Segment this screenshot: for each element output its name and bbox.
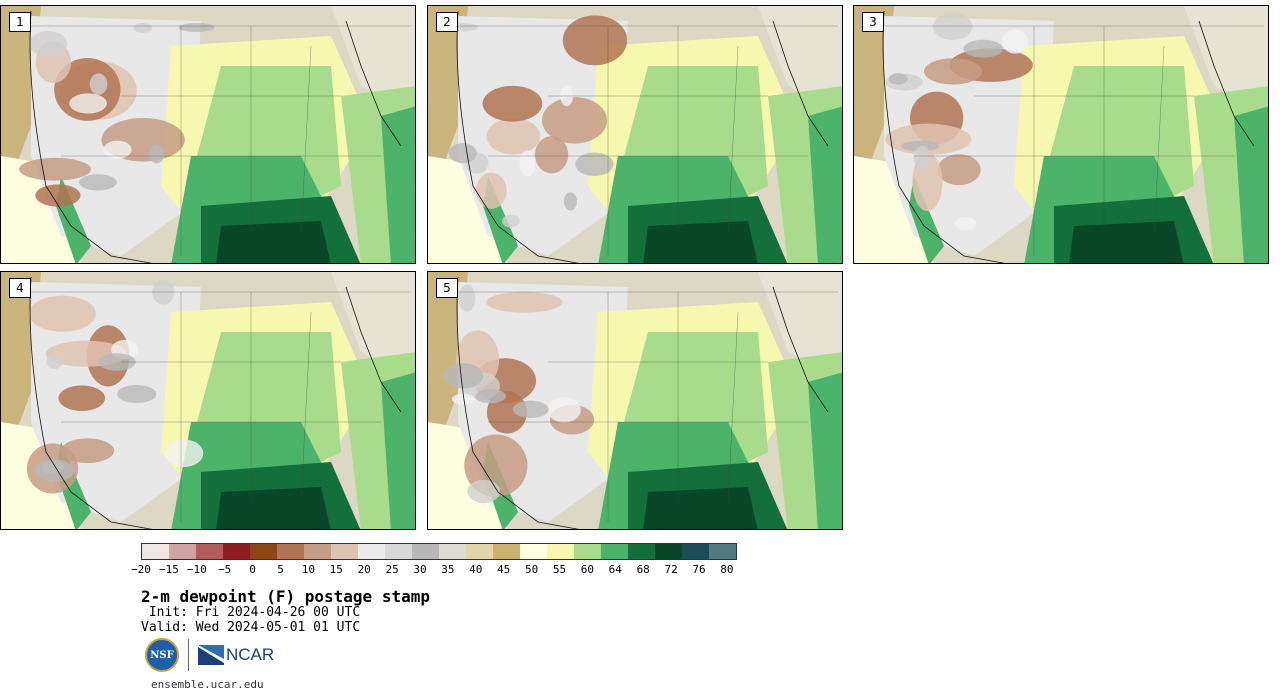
colorbar-swatch: [277, 544, 304, 559]
init-time: Init: Fri 2024-04-26 00 UTC: [141, 605, 361, 620]
map-panel-5[interactable]: 5: [427, 271, 843, 530]
colorbar-tick-label: 60: [580, 563, 595, 576]
colorbar-tick-label: 5: [277, 563, 284, 576]
colorbar-swatch: [196, 544, 223, 559]
colorbar-swatch: [250, 544, 277, 559]
colorbar: [141, 543, 737, 560]
colorbar-tick-label: −5: [218, 563, 232, 576]
map-panel-1[interactable]: 1: [0, 5, 416, 264]
colorbar-tick-label: 25: [385, 563, 399, 576]
colorbar-swatch: [574, 544, 601, 559]
colorbar-swatch: [628, 544, 655, 559]
colorbar-swatch: [439, 544, 466, 559]
colorbar-tick-label: 64: [608, 563, 622, 576]
valid-time: Valid: Wed 2024-05-01 01 UTC: [141, 620, 361, 635]
colorbar-tick-label: 76: [692, 563, 706, 576]
colorbar-tick-label: 72: [664, 563, 678, 576]
colorbar-swatch: [331, 544, 358, 559]
logo-divider: [188, 639, 189, 671]
colorbar-swatch: [466, 544, 493, 559]
map-panel-2[interactable]: 2: [427, 5, 843, 264]
dewpoint-map: [854, 6, 1268, 263]
colorbar-tick-label: 55: [552, 563, 567, 576]
colorbar-swatch: [412, 544, 439, 559]
colorbar-tick-label: 50: [524, 563, 539, 576]
ncar-mark-icon: [198, 645, 224, 665]
colorbar-tick-label: 35: [441, 563, 455, 576]
colorbar-swatch: [682, 544, 709, 559]
member-label: 2: [436, 12, 458, 32]
member-label: 1: [9, 12, 31, 32]
colorbar-ticks: −20 −15 −10 −5 0 5 10 15 20 25 30 35 40 45 50 55 60 64 68 7…: [131, 563, 781, 577]
colorbar-swatch: [304, 544, 331, 559]
colorbar-swatch: [223, 544, 250, 559]
member-label: 3: [862, 12, 884, 32]
colorbar-swatch: [709, 544, 736, 559]
colorbar-tick-label: −15: [158, 563, 179, 576]
colorbar-tick-label: 0: [249, 563, 256, 576]
ncar-logo: NCAR: [198, 645, 274, 665]
nsf-logo-text: NSF: [150, 649, 174, 661]
colorbar-swatch: [493, 544, 520, 559]
chart-title: 2-m dewpoint (F) postage stamp: [141, 587, 430, 606]
colorbar-tick-label: −10: [186, 563, 207, 576]
map-panel-4[interactable]: 4: [0, 271, 416, 530]
colorbar-swatch: [520, 544, 547, 559]
colorbar-swatch: [142, 544, 169, 559]
ncar-logo-text: NCAR: [226, 645, 275, 664]
colorbar-tick-label: 68: [636, 563, 650, 576]
colorbar-swatch: [655, 544, 682, 559]
map-panel-3[interactable]: 3: [853, 5, 1269, 264]
colorbar-tick-label: 15: [329, 563, 343, 576]
footer-url[interactable]: ensemble.ucar.edu: [151, 678, 264, 691]
colorbar-swatch: [385, 544, 412, 559]
colorbar-swatch: [601, 544, 628, 559]
colorbar-swatch: [169, 544, 196, 559]
logos: NSF NCAR: [145, 638, 274, 672]
colorbar-tick-label: 20: [357, 563, 371, 576]
colorbar-tick-label: 45: [497, 563, 511, 576]
colorbar-tick-label: 10: [301, 563, 316, 576]
colorbar-tick-label: 40: [469, 563, 483, 576]
colorbar-swatch: [358, 544, 385, 559]
dewpoint-map: [1, 272, 415, 529]
colorbar-tick-label: 80: [720, 563, 734, 576]
member-label: 4: [9, 278, 31, 298]
member-label: 5: [436, 278, 458, 298]
colorbar-swatch: [547, 544, 574, 559]
dewpoint-map: [428, 272, 842, 529]
dewpoint-map: [428, 6, 842, 263]
colorbar-tick-label: 30: [413, 563, 427, 576]
dewpoint-map: [1, 6, 415, 263]
nsf-logo: NSF: [145, 638, 179, 672]
colorbar-tick-label: −20: [131, 563, 151, 576]
